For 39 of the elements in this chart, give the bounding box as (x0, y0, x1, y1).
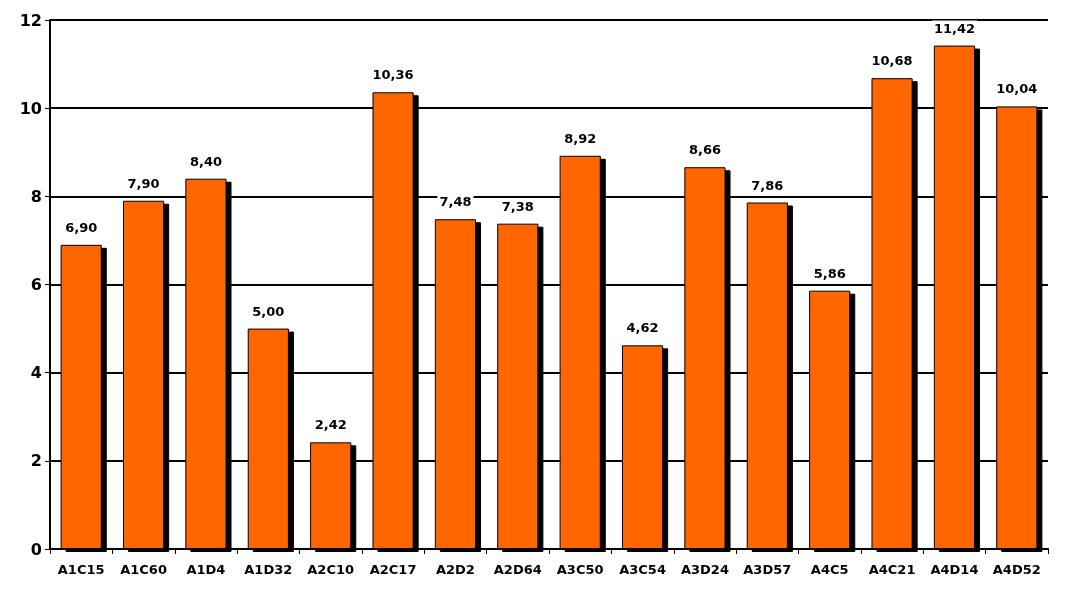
x-tick-label: A4C21 (868, 562, 916, 577)
data-label: 6,90 (65, 219, 98, 235)
data-label: 4,62 (626, 320, 659, 336)
x-tick-label: A1D32 (244, 562, 293, 577)
y-tick-label: 10 (19, 98, 42, 118)
x-tick-label: A2C10 (307, 562, 355, 577)
data-label: 10,36 (372, 67, 414, 83)
x-tick-label: A3C54 (619, 562, 666, 577)
data-label: 7,48 (439, 194, 472, 210)
y-tick-label: 8 (30, 186, 42, 206)
data-label: 5,86 (813, 265, 846, 281)
x-tick-label: A1C15 (57, 562, 105, 577)
x-tick-label: A4C5 (810, 562, 849, 577)
y-tick-label: 0 (30, 539, 42, 559)
x-tick-label: A2D64 (493, 562, 542, 577)
data-label: 2,42 (314, 417, 347, 433)
data-label: 7,86 (751, 177, 784, 193)
y-tick-label: 4 (30, 363, 42, 383)
y-tick-label: 12 (19, 10, 42, 30)
data-label: 10,04 (996, 81, 1038, 97)
data-label: 8,66 (688, 142, 721, 158)
x-tick-label: A4D52 (992, 562, 1041, 577)
x-tick-label: A4D14 (930, 562, 979, 577)
x-tick-label: A1D4 (186, 562, 226, 577)
data-label: 8,92 (564, 130, 597, 146)
data-label: 10,68 (871, 53, 913, 69)
y-tick-label: 6 (30, 275, 42, 294)
x-tick-label: A3D24 (680, 562, 729, 577)
data-label: 11,42 (933, 20, 975, 36)
data-label: 7,38 (501, 198, 534, 214)
y-tick-label: 2 (30, 451, 42, 471)
x-tick-label: A2C17 (369, 562, 417, 577)
x-tick-label: A3C50 (556, 562, 604, 577)
data-label: 7,90 (127, 175, 160, 191)
data-label: 5,00 (252, 303, 285, 319)
x-tick-label: A1C60 (120, 562, 167, 577)
data-label: 8,40 (189, 153, 222, 169)
x-tick-label: A3D57 (743, 562, 792, 577)
x-tick-label: A2D2 (435, 562, 475, 577)
